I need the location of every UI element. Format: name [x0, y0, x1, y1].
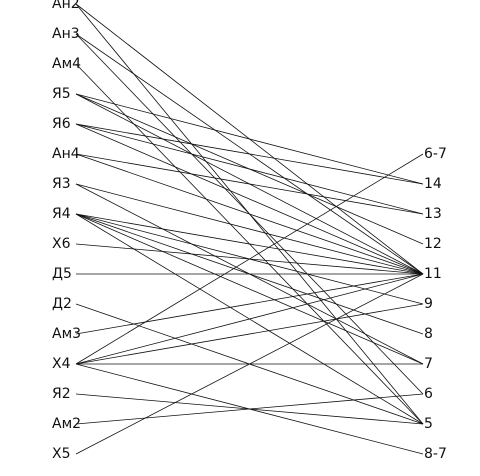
edge-line	[75, 123, 424, 215]
right-node-label: 8	[424, 326, 433, 342]
edge-line	[75, 93, 424, 185]
left-node-label: Д2	[52, 296, 72, 312]
right-node-label: 6	[424, 386, 433, 402]
right-node-label: 5	[424, 416, 433, 432]
edge-line	[75, 153, 424, 275]
left-node-label: Ан3	[52, 26, 80, 42]
edge-line	[75, 273, 424, 335]
left-node-label: Д5	[52, 266, 72, 282]
left-node-label: Х4	[52, 356, 71, 372]
right-node-label: 12	[424, 236, 442, 252]
left-node-label: Я3	[52, 176, 71, 192]
left-node-label: Ан2	[52, 0, 80, 12]
edge-line	[75, 273, 424, 365]
right-node-label: 14	[424, 176, 442, 192]
left-node-label: Ам2	[52, 416, 81, 432]
right-node-label: 9	[424, 296, 433, 312]
edge-line	[75, 393, 424, 425]
edge-line	[75, 273, 424, 455]
left-node-label: Х5	[52, 446, 71, 462]
left-labels: Ан2 Ан3 Ам4 Я5 Я6 Ан4 Я3 Я4 Х6 Д5 Д2 Ам3 Х4 Я2 Ам2 Х5	[52, 0, 81, 462]
edge-line	[75, 303, 424, 365]
edges-layer	[75, 3, 424, 455]
edge-line	[75, 153, 424, 365]
left-node-label: Я6	[52, 116, 71, 132]
right-labels: 6-7 14 13 12 11 9 8 7 6 5 8-7	[424, 146, 447, 462]
edge-line	[75, 123, 424, 185]
left-node-label: Ам3	[52, 326, 81, 342]
left-node-label: Я2	[52, 386, 71, 402]
left-node-label: Я5	[52, 86, 71, 102]
left-node-label: Ан4	[52, 146, 80, 162]
edge-line	[75, 213, 424, 275]
right-node-label: 8-7	[424, 446, 447, 462]
right-node-label: 13	[424, 206, 442, 222]
edge-line	[75, 183, 424, 275]
right-node-label: 11	[424, 266, 442, 282]
edge-line	[75, 123, 424, 275]
left-node-label: Ам4	[52, 56, 81, 72]
right-node-label: 6-7	[424, 146, 447, 162]
left-node-label: Я4	[52, 206, 71, 222]
edge-line	[75, 213, 424, 365]
right-node-label: 7	[424, 356, 433, 372]
left-node-label: Х6	[52, 236, 71, 252]
edge-line	[75, 153, 424, 215]
